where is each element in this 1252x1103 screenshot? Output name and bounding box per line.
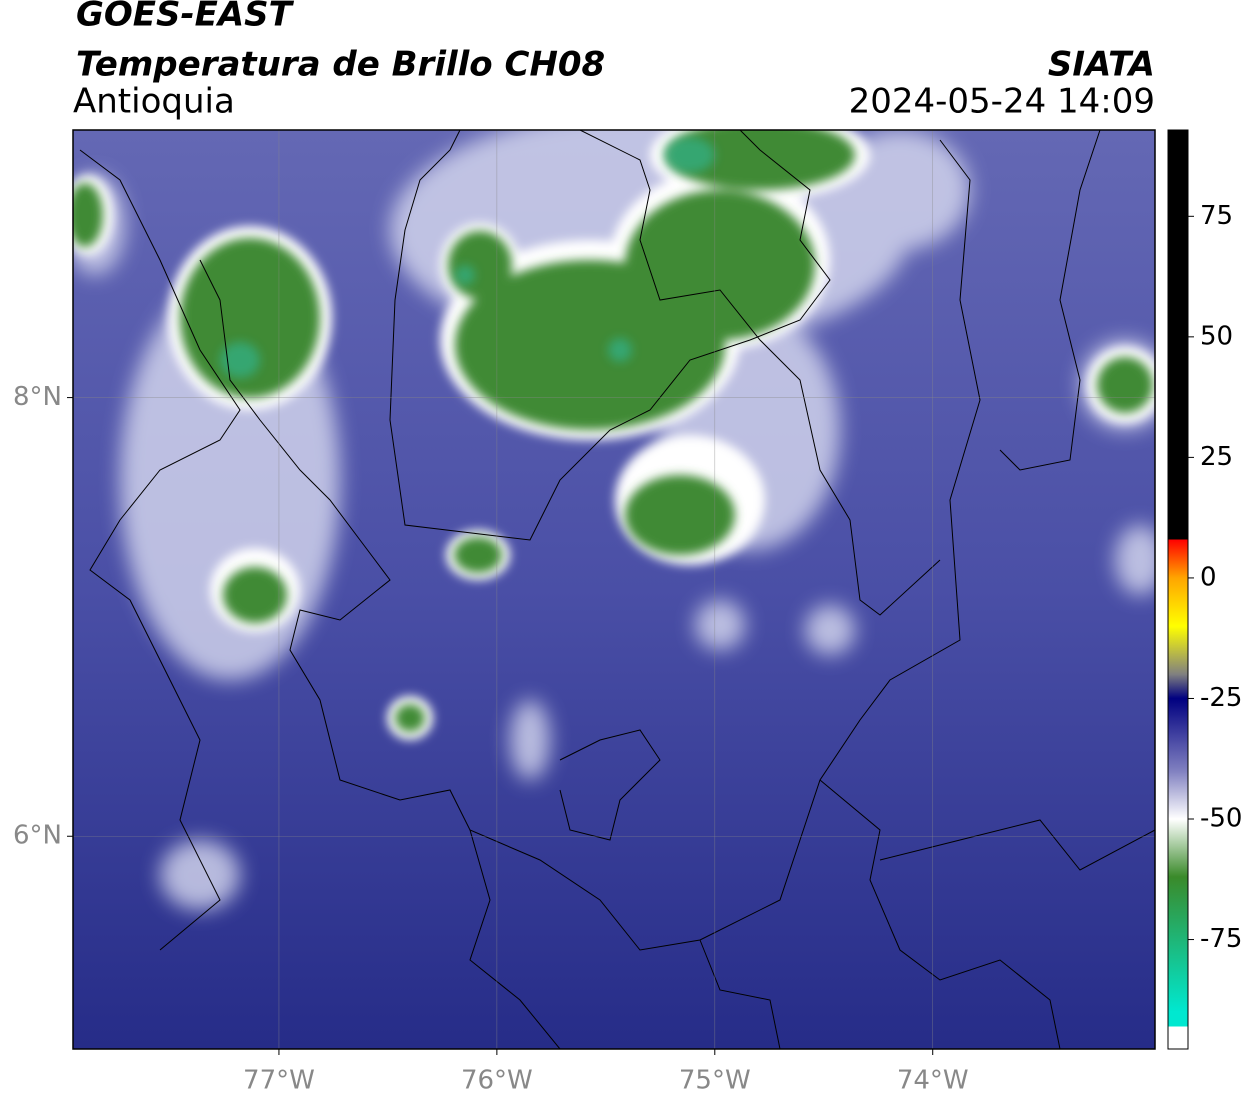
x-tick-label: 75°W — [679, 1066, 751, 1096]
x-tick-label: 76°W — [461, 1066, 533, 1096]
subtitle: Temperatura de Brillo CH08 — [76, 45, 605, 85]
colorbar-tick-label: -75 — [1200, 924, 1242, 954]
title: GOES-EAST — [76, 0, 295, 35]
y-tick-label: 8°N — [13, 382, 62, 412]
colorbar-tick-label: 25 — [1200, 442, 1233, 472]
region: Antioquia — [73, 82, 235, 122]
colorbar: 75 50 25 0 -25 -50 -75 — [1167, 129, 1242, 1050]
colorbar-tick-label: -50 — [1200, 804, 1242, 834]
map-frame — [72, 129, 1156, 1050]
colorbar-tick-label: 50 — [1200, 321, 1233, 351]
x-tick-label: 74°W — [897, 1066, 969, 1096]
colorbar-tick-label: 0 — [1200, 562, 1217, 592]
map-field — [73, 130, 1155, 1049]
grid: 77°W 76°W 75°W 74°W 8°N 6°N — [13, 130, 1155, 1096]
datetime: 2024-05-24 14:09 — [849, 82, 1155, 122]
colorbar-scale — [1167, 129, 1189, 1050]
y-tick-label: 6°N — [13, 821, 62, 851]
colorbar-tick-label: 75 — [1200, 201, 1233, 231]
x-tick-label: 77°W — [243, 1066, 315, 1096]
colorbar-tick-label: -25 — [1200, 683, 1242, 713]
source: SIATA — [1048, 45, 1155, 85]
